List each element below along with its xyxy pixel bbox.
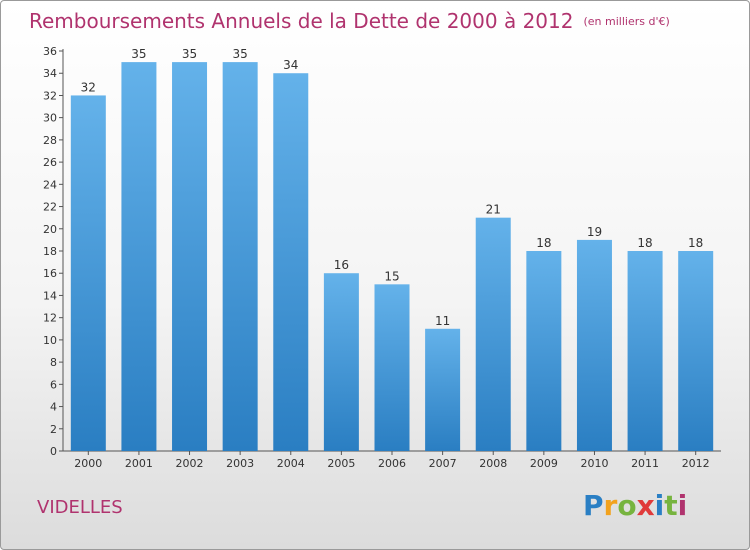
bar-value-label: 11 — [435, 314, 450, 328]
bar — [526, 251, 562, 451]
x-tick-label: 2010 — [580, 457, 608, 470]
bar — [475, 217, 511, 451]
y-tick-label: 10 — [43, 334, 57, 347]
logo-letter: i — [654, 489, 665, 522]
x-tick-label: 2004 — [277, 457, 305, 470]
bar — [576, 239, 612, 451]
y-tick-label: 22 — [43, 201, 57, 214]
bar — [273, 73, 309, 451]
chart-unit: (en milliers d'€) — [583, 15, 670, 28]
bar-value-label: 15 — [384, 269, 399, 283]
logo-letter: x — [636, 489, 655, 522]
chart-title-text: Remboursements Annuels de la Dette de 20… — [29, 9, 574, 33]
y-tick-label: 6 — [50, 378, 57, 391]
bar — [70, 95, 106, 451]
bar-value-label: 35 — [233, 47, 248, 61]
y-tick-label: 4 — [50, 401, 57, 414]
logo-letter: t — [664, 489, 678, 522]
bar-value-label: 35 — [182, 47, 197, 61]
bar — [222, 62, 258, 451]
bar-value-label: 34 — [283, 58, 298, 72]
bar-value-label: 18 — [637, 236, 652, 250]
logo-letter: o — [617, 489, 637, 522]
x-tick-label: 2002 — [176, 457, 204, 470]
x-tick-label: 2007 — [429, 457, 457, 470]
commune-name: VIDELLES — [37, 497, 123, 518]
x-tick-label: 2011 — [631, 457, 659, 470]
y-tick-label: 32 — [43, 89, 57, 102]
logo-letter: r — [603, 489, 618, 522]
bar — [323, 273, 359, 451]
y-tick-label: 18 — [43, 245, 57, 258]
x-tick-label: 2005 — [327, 457, 355, 470]
y-tick-label: 30 — [43, 112, 57, 125]
bar-value-label: 19 — [587, 225, 602, 239]
bar — [678, 251, 714, 451]
y-tick-label: 8 — [50, 356, 57, 369]
bar — [425, 328, 461, 451]
y-tick-label: 0 — [50, 445, 57, 458]
proxiti-logo: Proxiti — [583, 489, 687, 522]
logo-letter: i — [677, 489, 688, 522]
bar-value-label: 21 — [486, 203, 501, 217]
x-tick-label: 2000 — [74, 457, 102, 470]
y-tick-label: 28 — [43, 134, 57, 147]
y-tick-label: 12 — [43, 312, 57, 325]
bar — [172, 62, 208, 451]
x-tick-label: 2008 — [479, 457, 507, 470]
x-tick-label: 2009 — [530, 457, 558, 470]
bar — [374, 284, 410, 451]
y-tick-label: 14 — [43, 289, 57, 302]
y-tick-label: 24 — [43, 178, 57, 191]
x-tick-label: 2001 — [125, 457, 153, 470]
x-tick-label: 2003 — [226, 457, 254, 470]
y-tick-label: 20 — [43, 223, 57, 236]
y-tick-label: 34 — [43, 67, 57, 80]
y-tick-label: 26 — [43, 156, 57, 169]
y-tick-label: 2 — [50, 423, 57, 436]
bar — [121, 62, 157, 451]
y-tick-label: 16 — [43, 267, 57, 280]
y-tick-label: 36 — [43, 45, 57, 58]
x-tick-label: 2012 — [682, 457, 710, 470]
chart-title: Remboursements Annuels de la Dette de 20… — [29, 9, 670, 33]
logo-letter: P — [583, 489, 604, 522]
x-tick-label: 2006 — [378, 457, 406, 470]
bar-value-label: 35 — [131, 47, 146, 61]
bar-value-label: 18 — [536, 236, 551, 250]
bar-value-label: 32 — [81, 80, 96, 94]
bar-value-label: 16 — [334, 258, 349, 272]
bar — [627, 251, 663, 451]
bar-value-label: 18 — [688, 236, 703, 250]
